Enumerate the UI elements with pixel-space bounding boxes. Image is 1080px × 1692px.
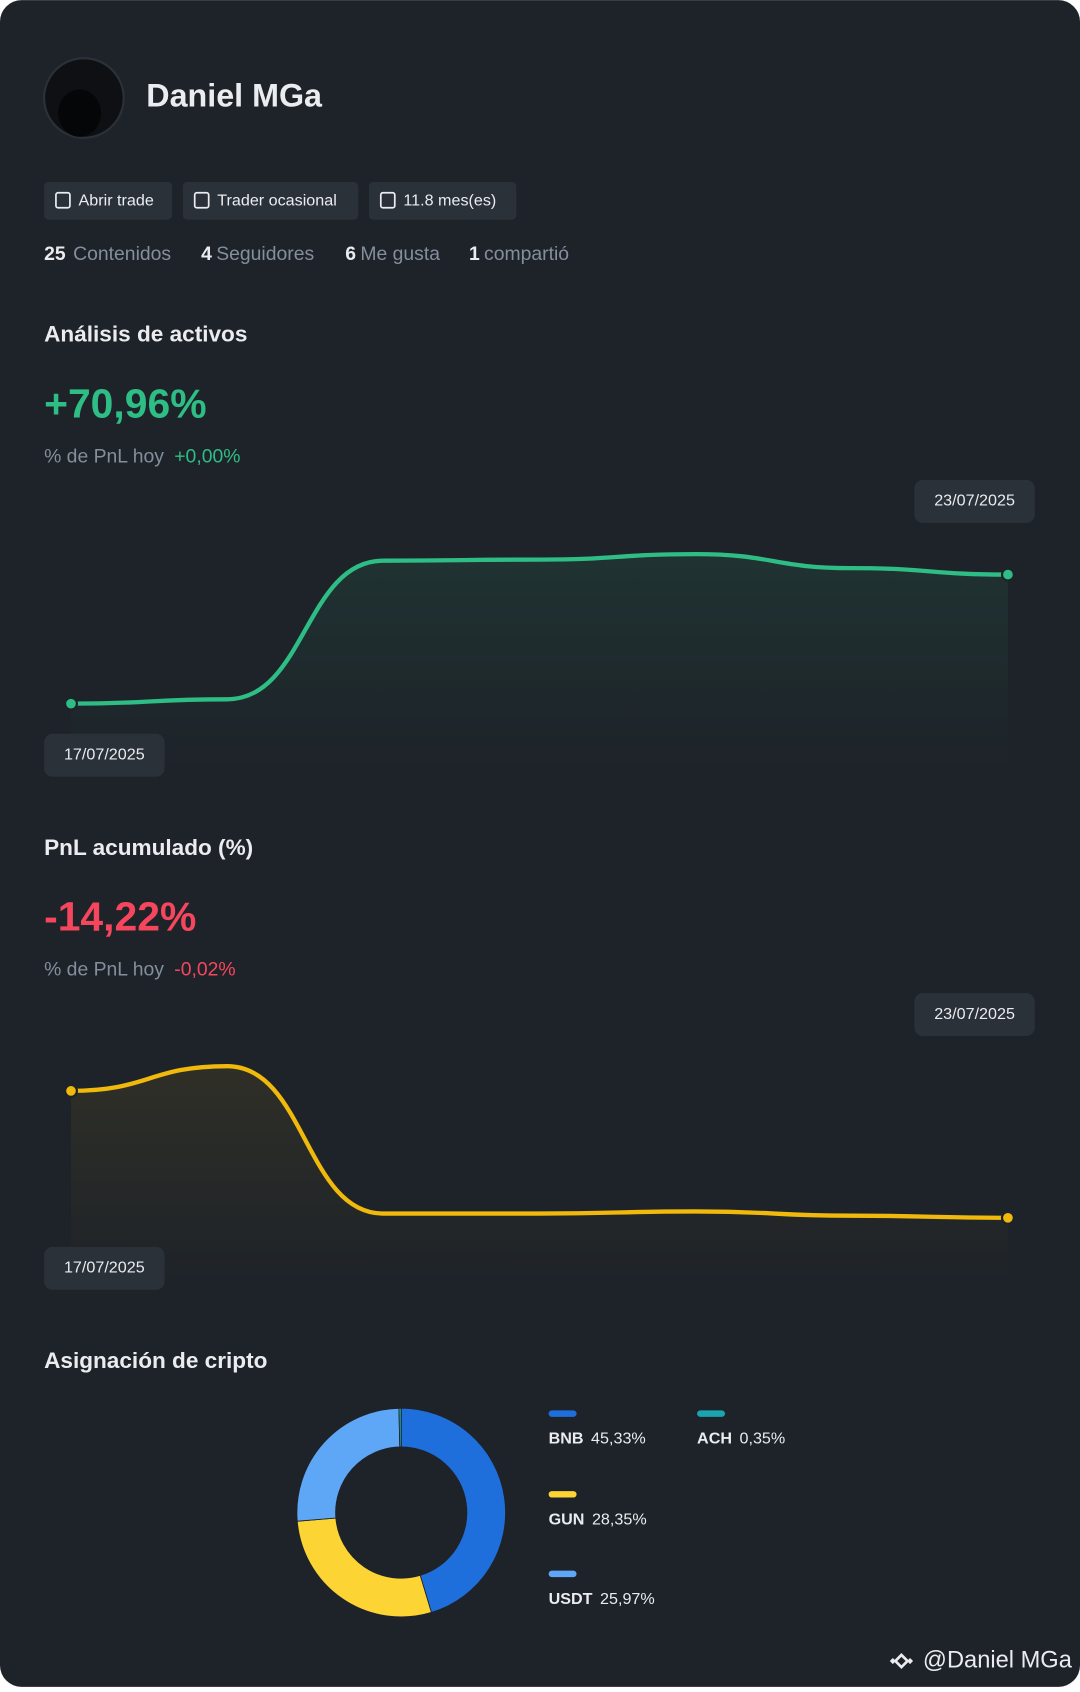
badge-label: 11.8 mes(es) [403, 192, 496, 210]
today-value: -0,02% [174, 959, 235, 981]
donut-segment [398, 1407, 402, 1448]
end-point [1000, 567, 1015, 582]
start-date: 17/07/2025 [64, 1259, 145, 1277]
today-label: % de PnL hoy [44, 445, 164, 467]
line [68, 1064, 1011, 1220]
line-area [70, 554, 1008, 770]
legend-value: 28,35% [592, 1510, 647, 1528]
stat-value: 25 [44, 243, 66, 265]
stat-value: 1 [469, 243, 480, 265]
legend-name: USDT [549, 1590, 593, 1608]
badge-icon [193, 191, 210, 209]
badge-icon [379, 191, 396, 209]
date-bubble [44, 733, 165, 777]
donut-segment [296, 1407, 401, 1522]
date-bubble [914, 479, 1035, 523]
date-bubble [44, 1246, 165, 1290]
stat-label: Contenidos [73, 243, 171, 265]
date-bubble [914, 993, 1035, 1037]
legend-value: 0,35% [740, 1430, 786, 1448]
badge-label: Abrir trade [79, 192, 154, 210]
legend-swatch [697, 1410, 726, 1417]
end-point [1000, 1210, 1015, 1225]
legend-name: ACH [697, 1430, 732, 1448]
badge [44, 181, 173, 220]
headline-value: +70,96% [44, 381, 206, 427]
today-value: +0,00% [174, 445, 240, 467]
end-point [64, 1083, 78, 1098]
profile-name: Daniel MGa [146, 78, 323, 114]
start-date: 17/07/2025 [64, 746, 145, 764]
donut-segment [400, 1407, 506, 1613]
legend-value: 45,33% [591, 1430, 646, 1448]
stat-value: 4 [201, 243, 212, 265]
end-date: 23/07/2025 [934, 1005, 1015, 1023]
logo-shape [893, 1653, 910, 1670]
line-area [70, 1066, 1008, 1283]
footer-handle: @Daniel MGa [923, 1647, 1073, 1673]
badge-label: Trader ocasional [217, 192, 337, 210]
badge-icon [55, 191, 71, 209]
headline-value: -14,22% [44, 894, 196, 940]
end-date: 23/07/2025 [934, 492, 1015, 510]
line [68, 551, 1011, 706]
avatar-figure [58, 89, 102, 137]
legend-swatch [548, 1570, 577, 1578]
legend-swatch [548, 1491, 577, 1498]
stat-value: 6 [345, 243, 356, 265]
legend-name: BNB [549, 1430, 584, 1448]
section-title: Análisis de activos [44, 322, 247, 347]
legend-value: 25,97% [600, 1590, 655, 1608]
stat-label: Me gusta [360, 243, 440, 265]
today-label: % de PnL hoy [44, 959, 164, 981]
badge [368, 181, 517, 220]
badge [182, 181, 359, 220]
legend-name: GUN [549, 1510, 585, 1528]
stat-label: Seguidores [216, 243, 314, 265]
end-point [64, 696, 78, 711]
stat-label: compartió [484, 243, 569, 265]
section-title: Asignación de cripto [44, 1348, 267, 1373]
section-title: PnL acumulado (%) [44, 835, 253, 860]
legend-swatch [548, 1410, 577, 1417]
